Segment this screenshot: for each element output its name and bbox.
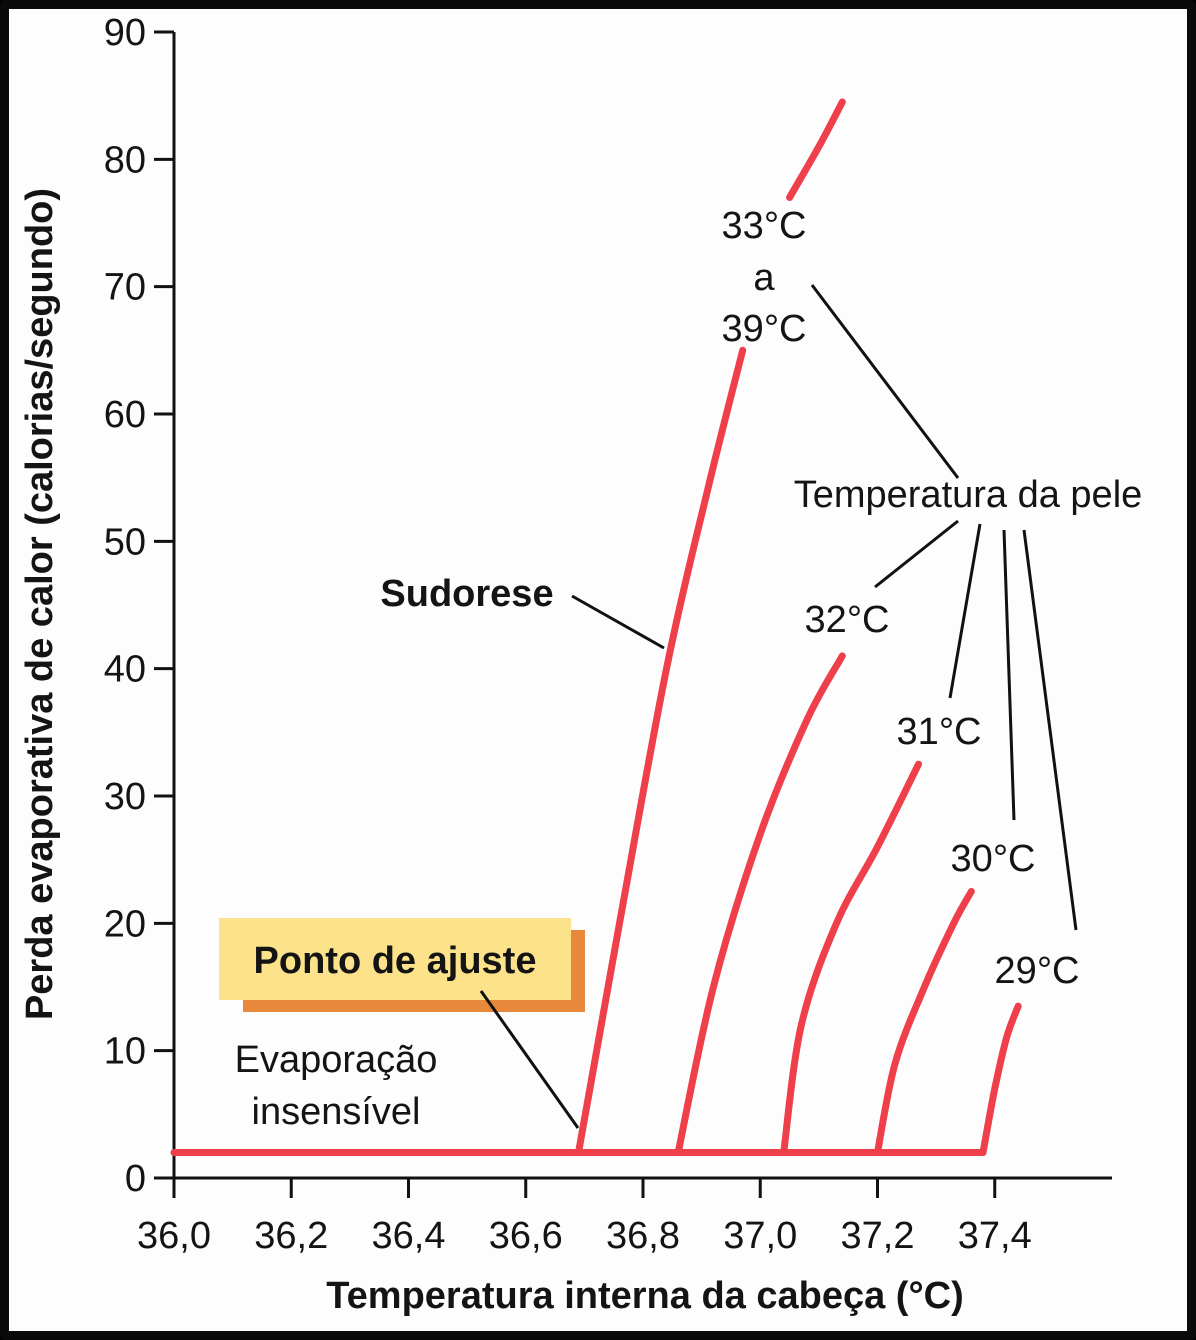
series-curve [786,98,846,201]
y-tick-label: 20 [104,903,146,945]
temp-label-29: 29°C [995,950,1080,992]
skin-temp-leader-30 [1002,529,1016,821]
skin-temp-label: Temperatura da pele [794,474,1143,516]
x-axis-title: Temperatura interna da cabeça (°C) [326,1275,963,1317]
series-curve [780,760,922,1156]
y-tick-label: 10 [104,1031,146,1073]
skin-temp-leader-range [810,284,960,479]
y-tick-label: 90 [104,12,146,54]
series-curve [979,1002,1022,1156]
x-axis-ticks: 36,0 36,2 36,4 36,6 36,8 37,0 37,2 37,4 [137,1178,1032,1257]
y-axis-title: Perda evaporativa de calor (calorias/seg… [19,188,61,1020]
x-tick-label: 36,6 [489,1215,563,1257]
y-tick-label: 30 [104,776,146,818]
x-tick-label: 36,2 [254,1215,328,1257]
y-tick-label: 60 [104,394,146,436]
evaporative-heat-loss-chart: 0 10 20 30 40 50 60 70 80 90 36,0 36,2 36,4 36,6 36,8… [19,12,1143,1317]
y-tick-label: 0 [125,1158,146,1200]
insensible-label-line1: Evaporação [235,1039,438,1081]
range-label-bottom: 39°C [722,308,807,350]
skin-temp-leader-32 [874,519,959,589]
sweating-label: Sudorese [380,573,553,615]
y-tick-label: 80 [104,139,146,181]
set-point-label: Ponto de ajuste [254,940,537,982]
set-point-box [219,918,571,1000]
insensible-label-line2: insensível [252,1091,421,1133]
x-tick-label: 37,0 [723,1215,797,1257]
x-tick-label: 36,0 [137,1215,211,1257]
x-tick-label: 37,2 [841,1215,915,1257]
temp-label-31: 31°C [897,711,982,753]
series-curve [674,652,846,1156]
x-tick-label: 37,4 [958,1215,1032,1257]
y-tick-label: 70 [104,267,146,309]
y-axis-ticks: 0 10 20 30 40 50 60 70 80 90 [104,12,174,1200]
sweating-leader [571,594,665,650]
set-point-leader [479,990,580,1129]
series-curve [575,346,747,1156]
y-tick-label: 50 [104,521,146,563]
range-label-mid: a [753,257,775,299]
x-tick-label: 36,4 [372,1215,446,1257]
temp-label-30: 30°C [951,838,1036,880]
temp-label-32: 32°C [805,599,890,641]
x-tick-label: 36,8 [606,1215,680,1257]
curves [170,98,1022,1157]
skin-temp-leader-31 [948,523,982,699]
y-tick-label: 40 [104,649,146,691]
range-label-top: 33°C [722,205,807,247]
skin-temp-leader-29 [1022,529,1078,931]
series-curve [874,888,975,1156]
